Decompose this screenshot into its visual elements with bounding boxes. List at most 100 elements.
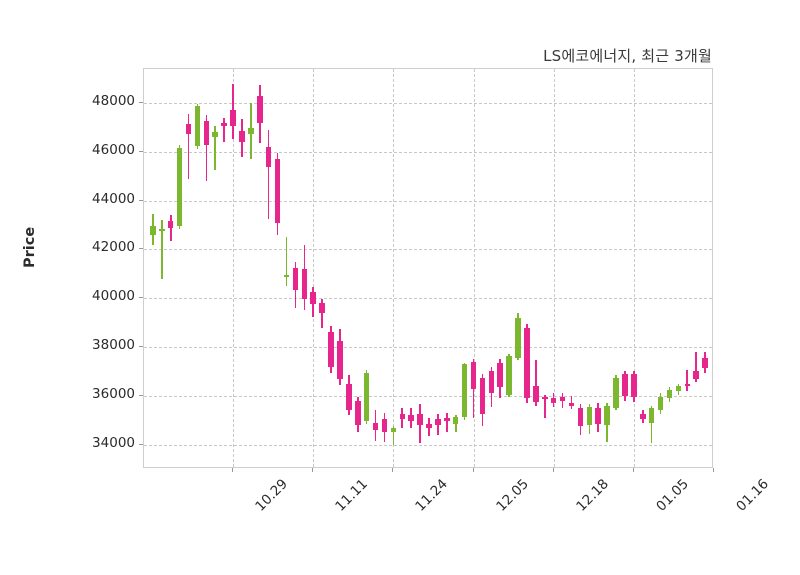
candle-body: [372, 422, 379, 430]
candle-body: [550, 398, 557, 404]
x-tick-mark: [472, 468, 474, 472]
candle-body: [506, 355, 512, 395]
candle-wick: [285, 237, 288, 287]
gridline-horizontal: [144, 103, 712, 105]
x-tick-mark: [713, 468, 714, 472]
candle-body: [257, 95, 263, 123]
y-tick-label: 48000: [92, 93, 135, 110]
candle-body: [194, 105, 201, 146]
candle-body: [426, 423, 432, 428]
candle-body: [533, 386, 539, 402]
candle-body: [337, 340, 343, 379]
candle-body: [524, 327, 530, 399]
candle-body: [604, 405, 610, 426]
x-tick-label: 01.05: [653, 476, 692, 515]
candle-wick: [543, 394, 546, 418]
candle-body: [461, 364, 468, 417]
chart-title: LS에코에너지, 최근 3개월: [543, 47, 712, 65]
y-tick-mark: [139, 394, 143, 396]
candle-body: [675, 386, 682, 391]
candle-body: [515, 317, 521, 358]
gridline-horizontal: [144, 395, 712, 397]
candle-body: [381, 419, 388, 433]
candle-body: [363, 372, 370, 422]
gridline-vertical: [633, 69, 635, 467]
candle-wick: [169, 215, 172, 241]
candle-wick: [392, 426, 395, 445]
candle-body: [346, 383, 352, 411]
y-tick-label: 36000: [92, 385, 135, 402]
candle-body: [542, 397, 548, 400]
candle-body: [319, 303, 325, 313]
candle-wick: [321, 299, 323, 328]
candle-body: [444, 417, 450, 422]
candle-body: [470, 361, 477, 389]
candle-body: [274, 159, 281, 223]
candle-body: [613, 377, 619, 409]
x-tick-label: 12.18: [573, 476, 612, 515]
candle-wick: [446, 412, 448, 433]
candle-body: [666, 389, 673, 399]
x-tick-mark: [312, 468, 314, 472]
candle-wick: [267, 129, 270, 219]
y-tick-mark: [139, 150, 143, 152]
gridline-horizontal: [144, 249, 712, 251]
candle-wick: [570, 395, 573, 410]
candle-body: [417, 414, 423, 426]
candle-body: [354, 400, 361, 426]
gridline-vertical: [313, 69, 315, 467]
y-tick-mark: [139, 199, 143, 201]
gridline-horizontal: [144, 298, 712, 300]
y-tick-label: 38000: [92, 337, 135, 354]
candle-body: [657, 397, 664, 411]
gridline-vertical: [473, 69, 475, 467]
candle-body: [648, 408, 655, 423]
y-tick-mark: [139, 248, 143, 250]
candle-body: [408, 415, 414, 422]
candle-wick: [454, 415, 457, 433]
candle-body: [559, 397, 566, 401]
candle-body: [702, 358, 708, 368]
candle-body: [265, 147, 272, 167]
candle-body: [586, 406, 593, 426]
candle-wick: [472, 359, 475, 418]
y-tick-label: 46000: [92, 141, 135, 158]
x-tick-mark: [632, 468, 634, 472]
candle-body: [239, 131, 245, 143]
candle-body: [176, 148, 183, 227]
candle-body: [150, 226, 156, 235]
plot-wrapper: [143, 68, 713, 468]
gridline-horizontal: [144, 200, 712, 202]
candle-body: [283, 275, 290, 278]
candle-body: [301, 269, 308, 300]
candle-body: [399, 414, 406, 419]
gridline-horizontal: [144, 444, 712, 446]
candle-wick: [686, 370, 689, 391]
x-tick-label: 01.16: [733, 476, 772, 515]
x-tick-mark: [392, 468, 394, 472]
candle-body: [577, 408, 584, 427]
candle-body: [497, 362, 503, 388]
candle-body: [435, 419, 441, 426]
candle-body: [684, 383, 691, 387]
candle-body: [221, 122, 227, 127]
gridline-horizontal: [144, 151, 712, 153]
candle-body: [212, 132, 218, 138]
candle-body: [248, 127, 254, 134]
x-tick-label: 11.24: [412, 476, 452, 515]
candle-body: [159, 228, 165, 231]
gridline-vertical: [233, 69, 235, 467]
plot-area: [143, 68, 713, 468]
y-tick-mark: [139, 102, 143, 104]
candle-wick: [205, 115, 208, 182]
x-tick-label: 10.29: [252, 476, 292, 515]
gridline-horizontal: [144, 347, 712, 349]
x-tick-label: 11.11: [332, 476, 372, 515]
x-tick-label: 12.05: [492, 476, 532, 515]
candle-wick: [535, 360, 537, 406]
candle-body: [595, 408, 601, 424]
y-tick-label: 42000: [92, 239, 135, 256]
y-tick-label: 34000: [92, 434, 135, 451]
y-tick-label: 40000: [92, 288, 135, 305]
